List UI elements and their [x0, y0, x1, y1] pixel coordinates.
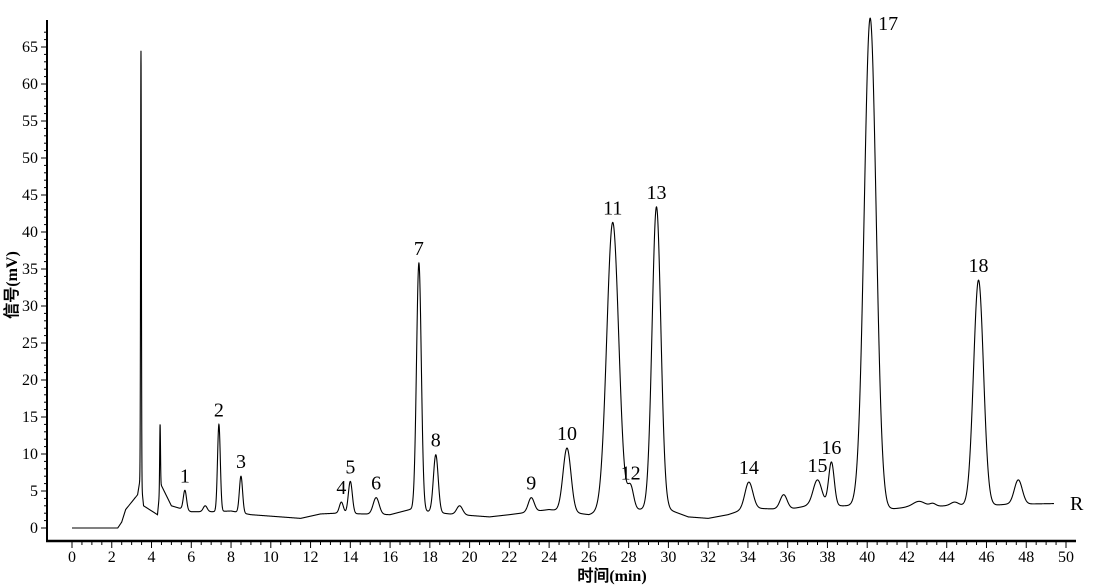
x-tick-label: 20: [462, 549, 478, 566]
y-tick-label: 35: [22, 261, 38, 278]
peak-label-3: 3: [236, 451, 246, 473]
peak-label-14: 14: [739, 457, 759, 479]
x-tick-label: 40: [859, 549, 875, 566]
peak-label-6: 6: [371, 473, 381, 495]
x-tick-label: 34: [740, 549, 756, 566]
x-tick-label: 14: [342, 549, 358, 566]
x-tick-label: 32: [700, 549, 716, 566]
peak-label-1: 1: [180, 465, 190, 487]
peak-label-13: 13: [646, 182, 666, 204]
x-tick-label: 28: [621, 549, 637, 566]
y-tick-label: 10: [22, 446, 38, 463]
peak-label-9: 9: [526, 473, 536, 495]
x-tick-label: 12: [303, 549, 319, 566]
peak-label-2: 2: [214, 399, 224, 421]
y-axis-label: 信号(mV): [2, 251, 21, 319]
axes: 0 2 4 6 8 10 12 14 16 18 20 22 24 26 28 30 32 34 36 38 40 42 4…: [22, 20, 1076, 566]
peak-label-12: 12: [621, 462, 641, 484]
y-tick-label: 45: [22, 187, 38, 204]
x-tick-label: 22: [501, 549, 517, 566]
x-tick-label: 2: [108, 549, 116, 566]
x-tick-label: 10: [263, 549, 279, 566]
y-tick-label: 0: [30, 520, 38, 537]
x-tick-label: 30: [660, 549, 676, 566]
x-tick-label: 8: [227, 549, 235, 566]
x-tick-label: 42: [899, 549, 915, 566]
y-tick-label: 55: [22, 113, 38, 130]
peak-label-10: 10: [557, 423, 577, 445]
trace-end-label: R: [1070, 493, 1084, 515]
y-tick-label: 40: [22, 224, 38, 241]
peak-label-5: 5: [345, 456, 355, 478]
y-tick-label: 30: [22, 298, 38, 315]
x-axis-label: 时间(min): [577, 566, 646, 585]
y-tick-label: 25: [22, 335, 38, 352]
y-tick-label: 20: [22, 372, 38, 389]
x-tick-label: 18: [422, 549, 438, 566]
x-tick-label: 6: [187, 549, 195, 566]
peak-label-4: 4: [336, 477, 346, 499]
x-tick-label: 24: [541, 549, 557, 566]
x-tick-label: 4: [148, 549, 156, 566]
peak-label-11: 11: [603, 197, 622, 219]
x-tick-label: 48: [1018, 549, 1034, 566]
y-tick-label: 5: [30, 483, 38, 500]
chromatogram-trace: [72, 17, 1054, 529]
x-tick-label: 46: [978, 549, 994, 566]
peak-label-16: 16: [821, 437, 841, 459]
peak-label-8: 8: [431, 430, 441, 452]
x-tick-label: 26: [581, 549, 597, 566]
y-tick-label: 15: [22, 409, 38, 426]
peak-label-18: 18: [969, 255, 989, 277]
peak-label-15: 15: [808, 455, 828, 477]
peak-label-17: 17: [878, 13, 898, 35]
x-tick-label: 0: [68, 549, 76, 566]
y-tick-label: 50: [22, 150, 38, 167]
x-tick-label: 50: [1058, 549, 1074, 566]
peak-label-7: 7: [414, 238, 424, 260]
x-tick-label: 16: [382, 549, 398, 566]
y-tick-label: 60: [22, 76, 38, 93]
x-tick-label: 38: [819, 549, 835, 566]
y-tick-label: 65: [22, 39, 38, 56]
x-tick-label: 44: [939, 549, 955, 566]
x-tick-label: 36: [780, 549, 796, 566]
